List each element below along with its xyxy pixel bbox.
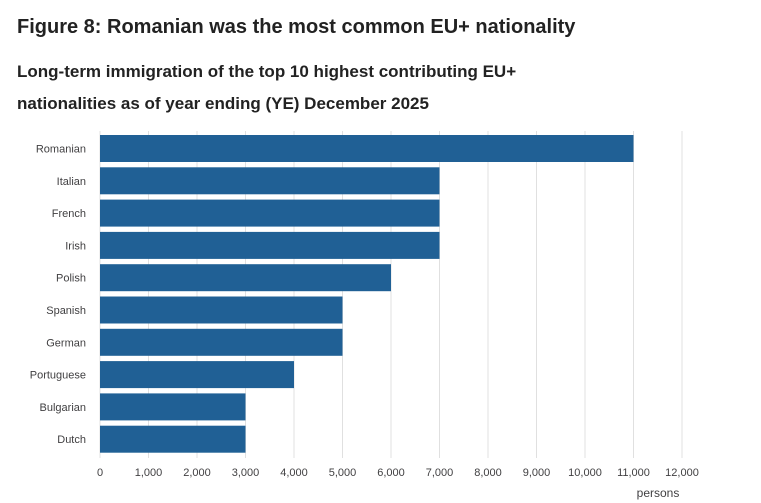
x-tick-label: 10,000 [568, 467, 602, 479]
category-label: German [46, 337, 86, 349]
x-tick-label: 4,000 [280, 467, 308, 479]
category-labels: Romanian Italian French Irish Polish Spanish G… [30, 144, 86, 447]
bar [100, 361, 294, 389]
x-tick-label: 11,000 [617, 467, 650, 479]
category-label: Portuguese [30, 370, 86, 382]
chart-subtitle: Long-term immigration of the top 10 high… [17, 62, 517, 113]
bar [100, 393, 246, 421]
category-label: Polish [56, 273, 86, 285]
bar [100, 231, 440, 259]
category-label: French [52, 208, 86, 220]
category-label: Italian [57, 176, 86, 188]
category-label: Spanish [46, 305, 86, 317]
bars [100, 135, 634, 453]
bar [100, 296, 343, 324]
bar [100, 328, 343, 356]
x-tick-label: 12,000 [665, 467, 699, 479]
x-tick-label: 1,000 [135, 467, 163, 479]
x-tick-label: 7,000 [426, 467, 454, 479]
x-tick-label: 3,000 [232, 467, 260, 479]
bar [100, 425, 246, 453]
x-tick-label: 6,000 [377, 467, 405, 479]
category-label: Dutch [57, 434, 86, 446]
x-tick-label: 0 [97, 467, 103, 479]
category-label: Irish [65, 240, 86, 252]
bar [100, 135, 634, 162]
category-label: Romanian [36, 144, 86, 156]
x-tick-label: 8,000 [474, 467, 502, 479]
x-axis-unit-label: persons [637, 486, 680, 500]
bar [100, 199, 440, 227]
bar [100, 264, 391, 292]
x-tick-label: 9,000 [523, 467, 551, 479]
category-label: Bulgarian [40, 402, 86, 414]
x-tick-label: 2,000 [183, 467, 211, 479]
x-tick-label: 5,000 [329, 467, 357, 479]
bar [100, 167, 440, 195]
x-tick-labels: 0 1,000 2,000 3,000 4,000 5,000 6,000 7,000 8,00… [97, 467, 699, 479]
figure-title: Figure 8: Romanian was the most common E… [17, 16, 576, 38]
